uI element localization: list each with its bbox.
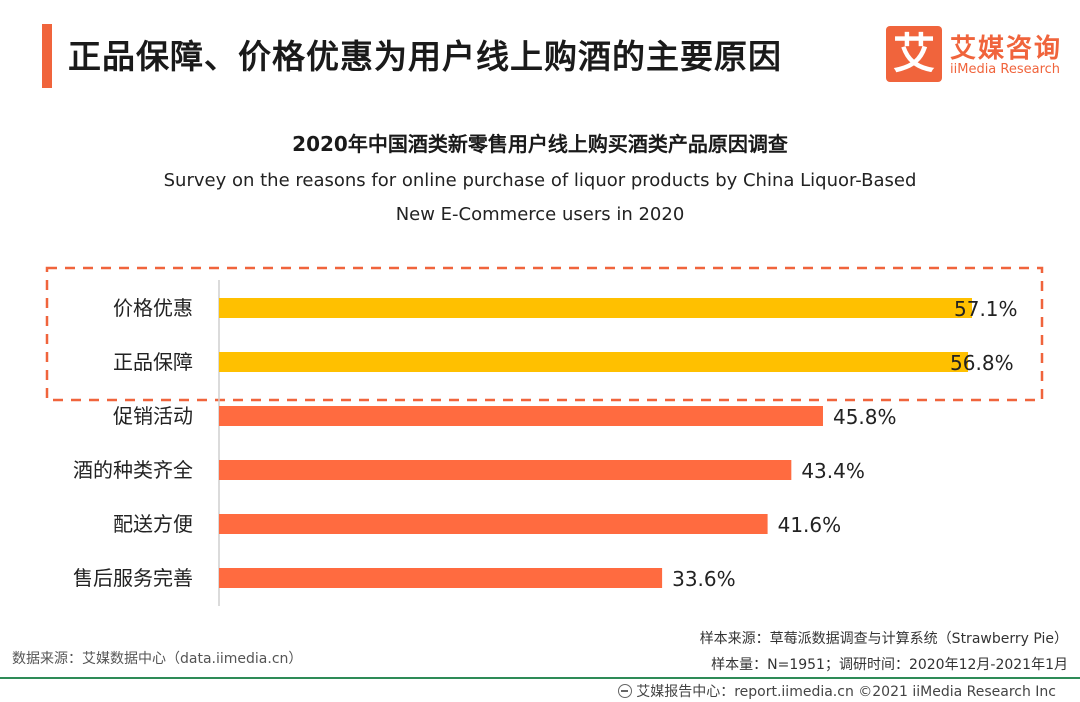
category-label-6: 售后服务完善 [73,566,193,590]
bar-3 [219,406,823,426]
footer: 艾媒报告中心：report.iimedia.cn ©2021 iiMedia R… [618,681,1056,701]
sample-source-text: 样本来源：草莓派数据调查与计算系统（Strawberry Pie） [699,631,1068,647]
page-title: 正品保障、价格优惠为用户线上购酒的主要原因 [68,37,782,76]
iimedia-logo: 艾 艾媒咨询 iiMedia Research [886,26,1066,86]
value-label-4: 43.4% [801,459,865,483]
bar-4 [219,460,792,480]
chart-subtitle-line-2: New E-Commerce users in 2020 [395,204,685,225]
value-label-2: 56.8% [950,351,1014,375]
globe-icon [618,684,633,698]
chart-title: 2020年中国酒类新零售用户线上购买酒类产品原因调查 [292,132,788,156]
category-label-2: 正品保障 [113,350,193,374]
data-source-text: 数据来源：艾媒数据中心（data.iimedia.cn） [12,651,303,667]
logo-en-text: iiMedia Research [950,62,1061,77]
bar-1 [219,298,972,318]
logo-mark-icon: 艾 [886,26,942,82]
bar-6 [219,568,663,588]
value-label-1: 57.1% [954,297,1018,321]
category-label-3: 促销活动 [113,404,193,428]
logo-cn-text: 艾媒咨询 [950,34,1063,64]
sample-size-text: 样本量：N=1951；调研时间：2020年12月-2021年1月 [711,657,1068,673]
category-label-4: 酒的种类齐全 [73,458,193,482]
value-label-3: 45.8% [833,405,897,429]
value-label-5: 41.6% [778,513,842,537]
title-accent-bar [42,24,52,88]
bar-5 [219,514,768,534]
footer-divider [0,677,1080,679]
footer-text: 艾媒报告中心：report.iimedia.cn ©2021 iiMedia R… [636,684,1056,700]
category-label-1: 价格优惠 [113,296,193,320]
chart-subtitle-line-1: Survey on the reasons for online purchas… [163,170,917,191]
value-label-6: 33.6% [672,567,736,591]
bar-2 [219,352,969,372]
category-label-5: 配送方便 [113,512,193,536]
highlight-box [45,266,1044,402]
